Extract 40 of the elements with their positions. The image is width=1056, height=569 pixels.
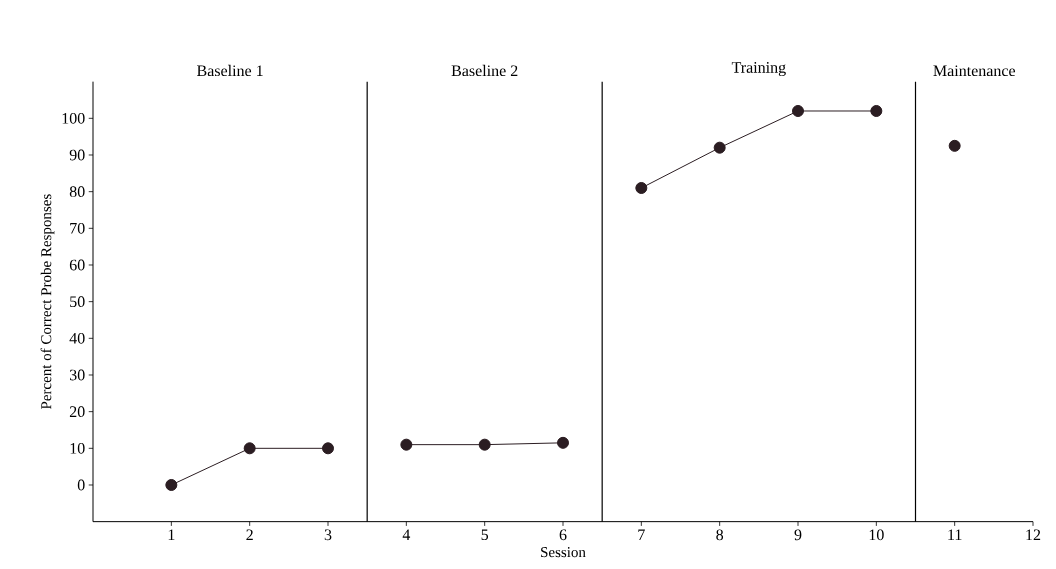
x-tick-label: 5: [481, 529, 489, 541]
text: Maintenance: [933, 65, 1016, 77]
y-tick-label: 50: [70, 296, 85, 308]
x-tick-label: 8: [716, 529, 724, 541]
point: [792, 104, 805, 117]
y-tick-label: 20: [69, 406, 85, 418]
x-tick-label: 10: [869, 529, 884, 541]
point: [322, 442, 335, 455]
y-axis-title: Percent of Correct Probe Responses: [40, 194, 55, 410]
y-tick-label: 40: [69, 332, 85, 344]
y-tick-label: 10: [70, 442, 85, 454]
x-tick-label: 3: [324, 529, 332, 541]
point: [478, 438, 491, 451]
point: [635, 181, 648, 194]
y-tick-label: 100: [62, 112, 85, 124]
point: [165, 478, 178, 491]
x-tick-label: 6: [559, 529, 567, 541]
y-tick-label: 90: [69, 149, 85, 161]
x-tick-label: 1: [168, 529, 175, 541]
x-tick-label: 7: [638, 529, 645, 540]
point: [870, 104, 883, 117]
y-tick-label: 80: [69, 186, 85, 198]
x-tick-label: 2: [246, 529, 253, 541]
y-tick-label: 30: [69, 369, 85, 381]
x-axis-title: Session: [541, 547, 586, 558]
x-tick-label: 11: [948, 529, 962, 541]
point: [557, 436, 570, 449]
y-tick-label: 70: [70, 222, 85, 234]
point: [713, 141, 726, 154]
point: [948, 139, 961, 152]
y-tick-label: 0: [77, 479, 85, 491]
text: Baseline 1: [197, 64, 263, 77]
x-tick-label: 12: [1026, 529, 1041, 541]
x-tick-label: 4: [402, 529, 411, 540]
text: Baseline 2: [451, 64, 518, 77]
y-tick-label: 60: [69, 259, 85, 271]
point: [400, 438, 413, 451]
x-tick-label: 9: [794, 529, 802, 541]
text: Training: [731, 62, 786, 77]
point: [243, 442, 256, 455]
